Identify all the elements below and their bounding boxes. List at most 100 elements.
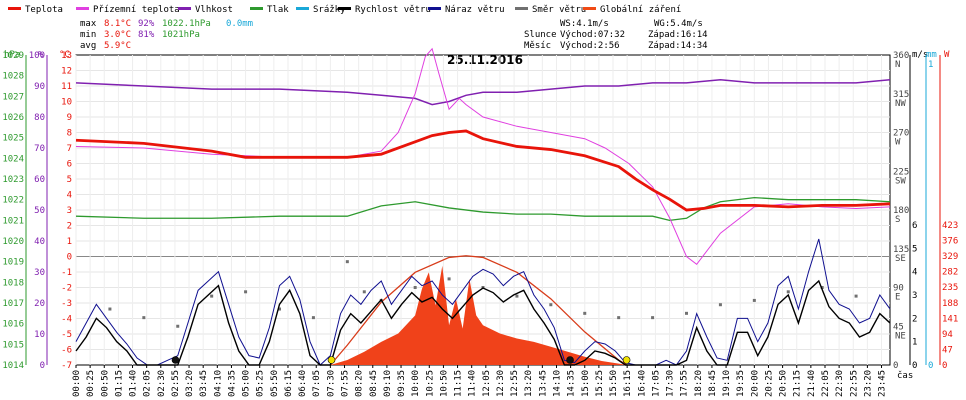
time-tick-label: 19:35: [736, 370, 746, 397]
time-tick-label: 23:45: [878, 370, 888, 397]
time-axis: 00:00 00:25 00:50 01:15 01:40 02:05 02:30 02:55…: [72, 365, 888, 397]
time-tick-label: 13:20: [524, 370, 534, 397]
avg-label: avg: [80, 41, 96, 51]
series-radiation-theoretical: [329, 255, 628, 366]
tick-label-degc: 1: [67, 237, 72, 247]
wind-direction-point: [176, 324, 180, 328]
time-tick-label: 01:15: [114, 370, 124, 397]
tick-label-pct: 30: [34, 268, 45, 278]
tick-label-degc: 6: [67, 160, 72, 170]
tick-label-degc: 11: [61, 82, 72, 92]
axis-title-hpa: hPa: [4, 50, 20, 60]
tick-label-w: 188: [942, 299, 958, 309]
time-tick-label: 10:00: [411, 370, 421, 397]
tick-label-dir-name: S: [895, 215, 900, 225]
tick-label-pct: 40: [34, 237, 45, 247]
tick-label-degc: 3: [67, 206, 72, 216]
tick-label-dir: 270: [893, 129, 909, 139]
max-hum: 92%: [138, 19, 155, 29]
axis-title-mm: mm: [926, 50, 937, 60]
tick-label-degc: 9: [67, 113, 72, 123]
tick-label-degc: 2: [67, 222, 72, 232]
wind-direction-point: [244, 290, 248, 294]
tick-label-hpa: 1015: [2, 340, 24, 350]
time-tick-label: 21:15: [793, 370, 803, 397]
tick-label-w: 235: [942, 283, 958, 293]
wind-direction-point: [362, 290, 366, 294]
tick-label-dir-name: SW: [895, 176, 906, 186]
time-tick-label: 05:50: [270, 370, 280, 397]
tick-label-dir-name: N: [895, 60, 900, 70]
time-tick-label: 07:30: [326, 370, 336, 397]
time-tick-label: 18:45: [708, 370, 718, 397]
min-press: 1021hPa: [162, 30, 200, 40]
axis-titles: hPa % °C m/s mm W čas: [4, 50, 950, 381]
tick-label-hpa: 1017: [2, 299, 24, 309]
time-tick-label: 17:30: [666, 370, 676, 397]
tick-label-degc: -3: [61, 299, 72, 309]
wind-direction-point: [413, 286, 417, 289]
tick-label-dir-name: NE: [895, 331, 906, 341]
sun-rise: Východ:07:32: [560, 30, 625, 40]
tick-label-dir: 360: [893, 51, 909, 61]
wind-direction-point: [447, 277, 451, 281]
axis-title-degc: °C: [59, 50, 70, 60]
tick-label-hpa: 1026: [2, 113, 24, 123]
series-ground-temperature: [75, 47, 891, 265]
tick-label-pct: 60: [34, 175, 45, 185]
max-rain: 0.0mm: [226, 19, 253, 29]
tick-label-dir: 135: [893, 245, 909, 255]
astro-info: WS:4.1m/s WG:5.4m/s Slunce Východ:07:32 …: [524, 19, 708, 51]
time-tick-label: 07:55: [341, 370, 351, 397]
time-tick-label: 05:25: [256, 370, 266, 397]
legend-swatch-8: [583, 7, 596, 10]
time-tick-label: 09:35: [397, 370, 407, 397]
avg-temp: 5.9°C: [104, 41, 131, 51]
tick-label-hpa: 1020: [2, 237, 24, 247]
legend-swatch-3: [250, 7, 263, 10]
series-pressure: [75, 196, 891, 221]
max-temp: 8.1°C: [104, 19, 131, 29]
legend-swatch-6: [428, 7, 441, 10]
time-tick-label: 06:40: [298, 370, 308, 397]
tick-label-dir-name: W: [895, 138, 901, 148]
legend-label-6: Náraz větru: [445, 5, 505, 15]
tick-label-dir: 180: [893, 206, 909, 216]
time-tick-label: 20:00: [750, 370, 760, 397]
moonrise-marker: [171, 356, 180, 364]
moon-label: Měsíc: [524, 41, 551, 51]
legend-label-8: Globální záření: [600, 5, 681, 15]
time-tick-label: 14:35: [567, 370, 577, 397]
time-tick-label: 14:10: [552, 370, 562, 397]
time-tick-label: 15:25: [595, 370, 605, 397]
tick-label-pct: 100: [29, 51, 45, 61]
time-tick-label: 07:05: [312, 370, 322, 397]
legend-label-1: Přízemní teplota: [93, 5, 180, 15]
axis-title-pct: %: [38, 50, 44, 60]
time-tick-label: 20:25: [764, 370, 774, 397]
tick-label-degc: -6: [61, 346, 72, 356]
series-wind-speed: [75, 279, 891, 366]
tick-label-ms: 3: [912, 291, 917, 301]
wind-direction-point: [210, 294, 214, 298]
wind-direction-point: [820, 286, 824, 289]
tick-label-hpa: 1018: [2, 278, 24, 288]
time-tick-label: 03:20: [185, 370, 195, 397]
time-tick-label: 11:15: [454, 370, 464, 397]
time-tick-label: 01:40: [129, 370, 139, 397]
time-tick-label: 22:55: [849, 370, 859, 397]
wind-direction-point: [685, 311, 688, 315]
tick-label-pct: 0: [40, 361, 45, 371]
legend-label-3: Tlak: [267, 5, 289, 15]
wind-direction-point: [311, 316, 315, 320]
tick-label-pct: 70: [34, 144, 45, 154]
series-radiation-area: [330, 265, 628, 365]
series-wind-gust: [75, 238, 891, 366]
tick-label-hpa: 1014: [2, 361, 24, 371]
time-tick-label: 15:50: [609, 370, 619, 397]
tick-label-degc: 5: [67, 175, 72, 185]
left-axes: 1029102810271026102510241023102210211020…: [2, 51, 77, 371]
tick-label-degc: 7: [67, 144, 72, 154]
time-tick-label: 00:00: [72, 370, 82, 397]
tick-label-ms: 4: [912, 268, 917, 278]
